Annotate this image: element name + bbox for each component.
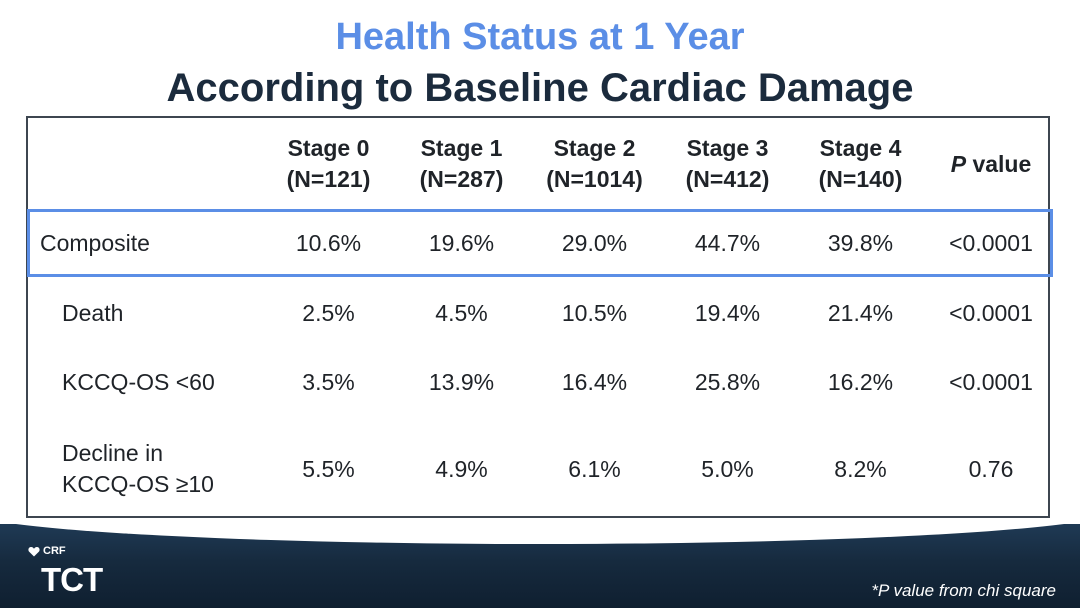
row-label: Decline in KCCQ-OS ≥10 [62,440,214,497]
table-row-kccq-os-decline: Decline in KCCQ-OS ≥10 5.5% 4.9% 6.1% 5.0… [0,430,1080,508]
footer-band [0,524,1080,608]
cell-value: 13.9% [428,368,495,395]
cell-value: 19.4% [694,299,761,326]
cell-value: 5.5% [302,455,355,482]
cell-value: 16.4% [561,368,628,395]
cell-value: 3.5% [302,368,355,395]
slide-title: Health Status at 1 Year [335,16,745,58]
header-stage-0: Stage 0 (N=121) [286,135,371,192]
tct-logo: TCT [41,561,103,598]
cell-value: 4.9% [435,455,488,482]
cell-value: 2.5% [302,299,355,326]
header-stage-2: Stage 2 (N=1014) [546,135,643,192]
cell-value: 4.5% [435,299,488,326]
footnote: *P value from chi square [871,581,1056,600]
header-stage-3: Stage 3 (N=412) [685,135,770,192]
table-row-death: Death 2.5% 4.5% 10.5% 19.4% 21.4% <0.000… [0,282,1080,344]
cell-value: 10.5% [561,299,628,326]
cell-p-value: <0.0001 [949,368,1033,395]
cell-value: 29.0% [561,229,628,256]
header-stage-1: Stage 1 (N=287) [419,135,504,192]
cell-value: 44.7% [694,229,761,256]
crf-logo-text: CRF [43,545,66,557]
cell-value: 16.2% [827,368,894,395]
header-p-value: P value [950,150,1032,177]
row-label: Composite [40,229,150,256]
table-row-composite: Composite 10.6% 19.6% 29.0% 44.7% 39.8% … [0,212,1080,274]
cell-p-value: <0.0001 [949,229,1033,256]
results-table-frame [26,116,1050,518]
footer-curve-decoration [0,524,1080,544]
crf-logo: CRF [28,545,66,557]
composite-row-highlight [27,209,1053,277]
cell-p-value: <0.0001 [949,299,1033,326]
cell-value: 39.8% [827,229,894,256]
cell-value: 10.6% [295,229,362,256]
cell-value: 25.8% [694,368,761,395]
cell-value: 8.2% [834,455,887,482]
cell-value: 21.4% [827,299,894,326]
heart-icon [28,546,40,556]
row-label: Death [62,299,124,326]
cell-value: 5.0% [701,455,754,482]
table-row-kccq-os-below-60: KCCQ-OS <60 3.5% 13.9% 16.4% 25.8% 16.2%… [0,351,1080,413]
cell-p-value: 0.76 [968,455,1014,482]
cell-value: 6.1% [568,455,621,482]
table-header-row: Stage 0 (N=121) Stage 1 (N=287) Stage 2 (N=… [0,128,1080,200]
header-stage-4: Stage 4 (N=140) [818,135,903,192]
row-label: KCCQ-OS <60 [62,368,215,395]
slide-subtitle: According to Baseline Cardiac Damage [166,66,914,110]
cell-value: 19.6% [428,229,495,256]
